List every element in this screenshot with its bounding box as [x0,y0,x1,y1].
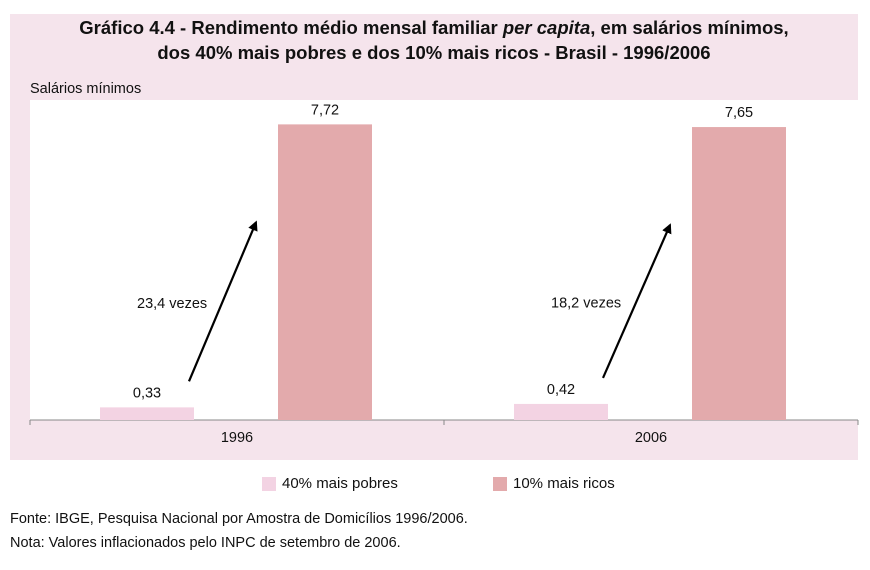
data-label-poorest-1996: 0,33 [133,385,161,401]
title-line1-prefix: Gráfico 4.4 - Rendimento médio mensal fa… [79,17,503,38]
ratio-annotation-2006: 18,2 vezes [551,295,621,311]
title-line1-italic: per capita [502,17,591,38]
legend-item-richest: 10% mais ricos [493,475,615,492]
bar-poorest-1996 [100,407,194,420]
bar-poorest-2006 [514,403,608,420]
data-label-poorest-2006: 0,42 [547,382,575,398]
data-label-richest-1996: 7,72 [311,102,339,118]
source-note: Fonte: IBGE, Pesquisa Nacional por Amost… [10,511,468,527]
title-line1-suffix: , em salários mínimos, [590,17,789,38]
ratio-arrow-2006 [601,223,672,379]
chart-title: Gráfico 4.4 - Rendimento médio mensal fa… [10,15,858,65]
title-background [10,14,858,100]
legend-swatch-poorest [262,476,276,491]
bar-richest-2006 [692,127,786,420]
footnote: Nota: Valores inflacionados pelo INPC de… [10,535,401,551]
legend-swatch-richest [493,476,507,491]
y-axis-label: Salários mínimos [30,81,141,97]
legend-label-poorest: 40% mais pobres [282,475,398,492]
ratio-arrow-1996 [187,220,258,382]
legend-item-poorest: 40% mais pobres [262,475,398,492]
data-label-richest-2006: 7,65 [725,105,753,121]
title-line2: dos 40% mais pobres e dos 10% mais ricos… [157,42,711,63]
legend-label-richest: 10% mais ricos [513,475,615,492]
ratio-annotation-1996: 23,4 vezes [137,296,207,312]
bar-richest-1996 [278,124,372,420]
x-tick-label-1996: 1996 [221,430,253,446]
legend: 40% mais pobres 10% mais ricos [0,475,870,497]
x-tick-label-2006: 2006 [635,430,667,446]
